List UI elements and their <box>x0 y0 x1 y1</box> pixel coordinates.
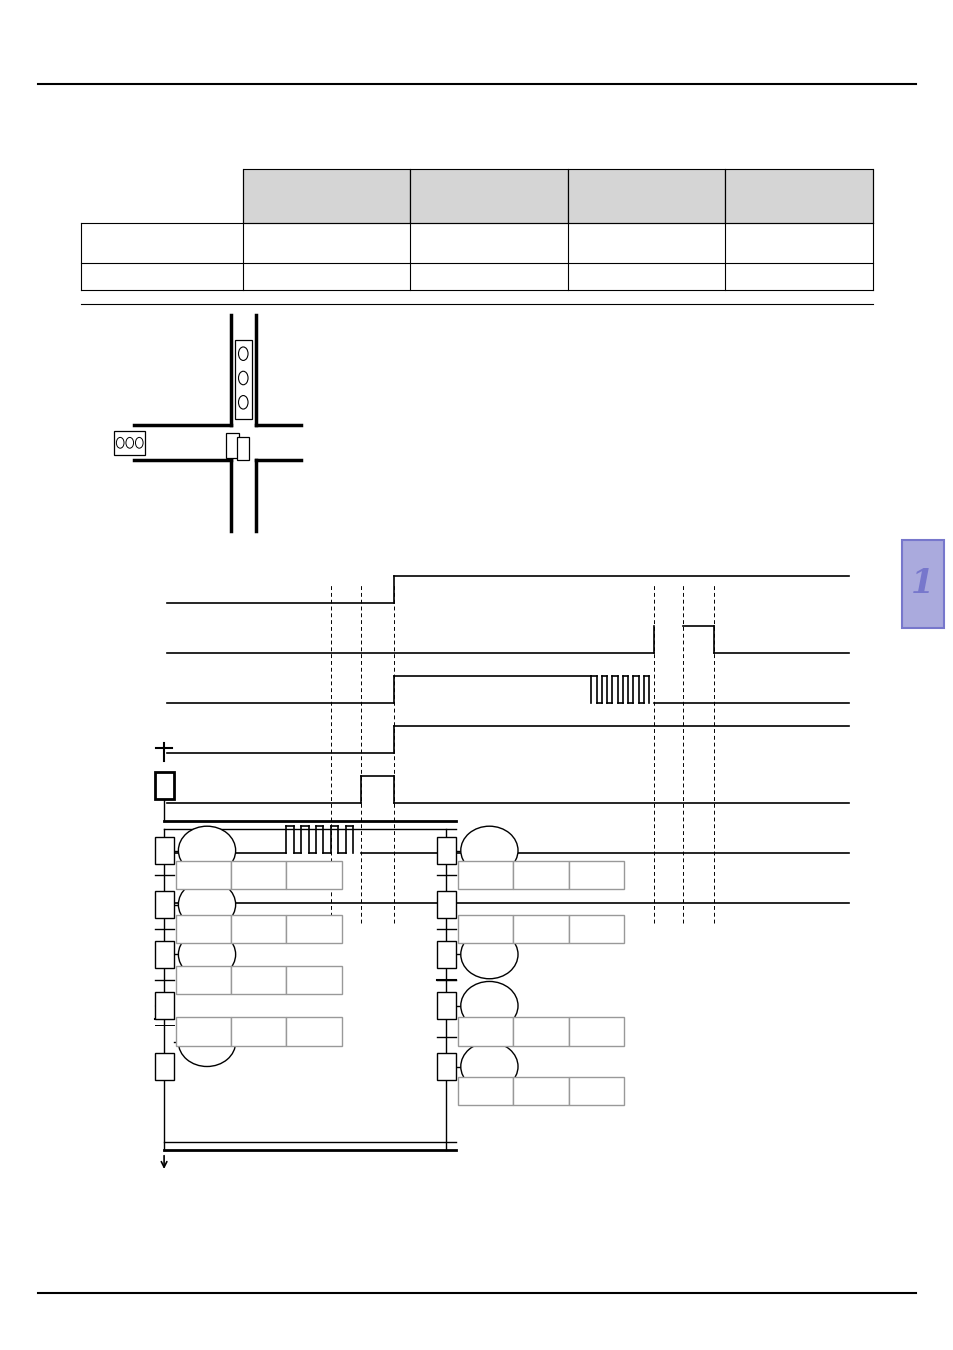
Bar <box>513 1018 568 1046</box>
Bar <box>513 861 568 890</box>
Bar <box>568 861 623 890</box>
Bar <box>457 1018 513 1046</box>
Bar <box>286 915 341 942</box>
Ellipse shape <box>460 826 517 875</box>
Bar <box>410 169 567 223</box>
Bar <box>567 169 724 223</box>
Bar <box>286 967 341 994</box>
Bar <box>154 837 173 864</box>
Bar <box>724 169 872 223</box>
Bar <box>231 915 286 942</box>
Bar <box>457 915 513 942</box>
Bar <box>114 431 145 455</box>
Bar <box>436 891 456 918</box>
Bar <box>286 1018 341 1046</box>
Bar <box>226 433 239 458</box>
Bar <box>457 861 513 890</box>
Bar <box>154 992 173 1019</box>
Ellipse shape <box>460 930 517 979</box>
Ellipse shape <box>178 930 235 979</box>
Ellipse shape <box>460 981 517 1030</box>
Bar <box>175 967 231 994</box>
Bar <box>154 772 173 799</box>
Ellipse shape <box>178 826 235 875</box>
Bar <box>457 1077 513 1104</box>
Bar <box>175 1018 231 1046</box>
Bar <box>436 1053 456 1080</box>
Text: 1: 1 <box>910 567 933 601</box>
Bar <box>568 1018 623 1046</box>
Bar <box>231 861 286 890</box>
Bar <box>154 1053 173 1080</box>
Bar <box>231 967 286 994</box>
Bar <box>154 891 173 918</box>
Bar <box>234 340 252 418</box>
Bar <box>286 861 341 890</box>
Bar <box>901 540 943 628</box>
Bar <box>568 1077 623 1104</box>
Ellipse shape <box>460 1042 517 1091</box>
Bar <box>236 437 249 460</box>
Ellipse shape <box>178 1018 235 1066</box>
Bar <box>243 169 410 223</box>
Bar <box>436 837 456 864</box>
Bar <box>436 992 456 1019</box>
Bar <box>175 915 231 942</box>
Bar <box>231 1018 286 1046</box>
Bar <box>513 915 568 942</box>
Bar <box>436 941 456 968</box>
Ellipse shape <box>178 880 235 929</box>
Bar <box>568 915 623 942</box>
Bar <box>175 861 231 890</box>
Bar <box>513 1077 568 1104</box>
Bar <box>154 941 173 968</box>
